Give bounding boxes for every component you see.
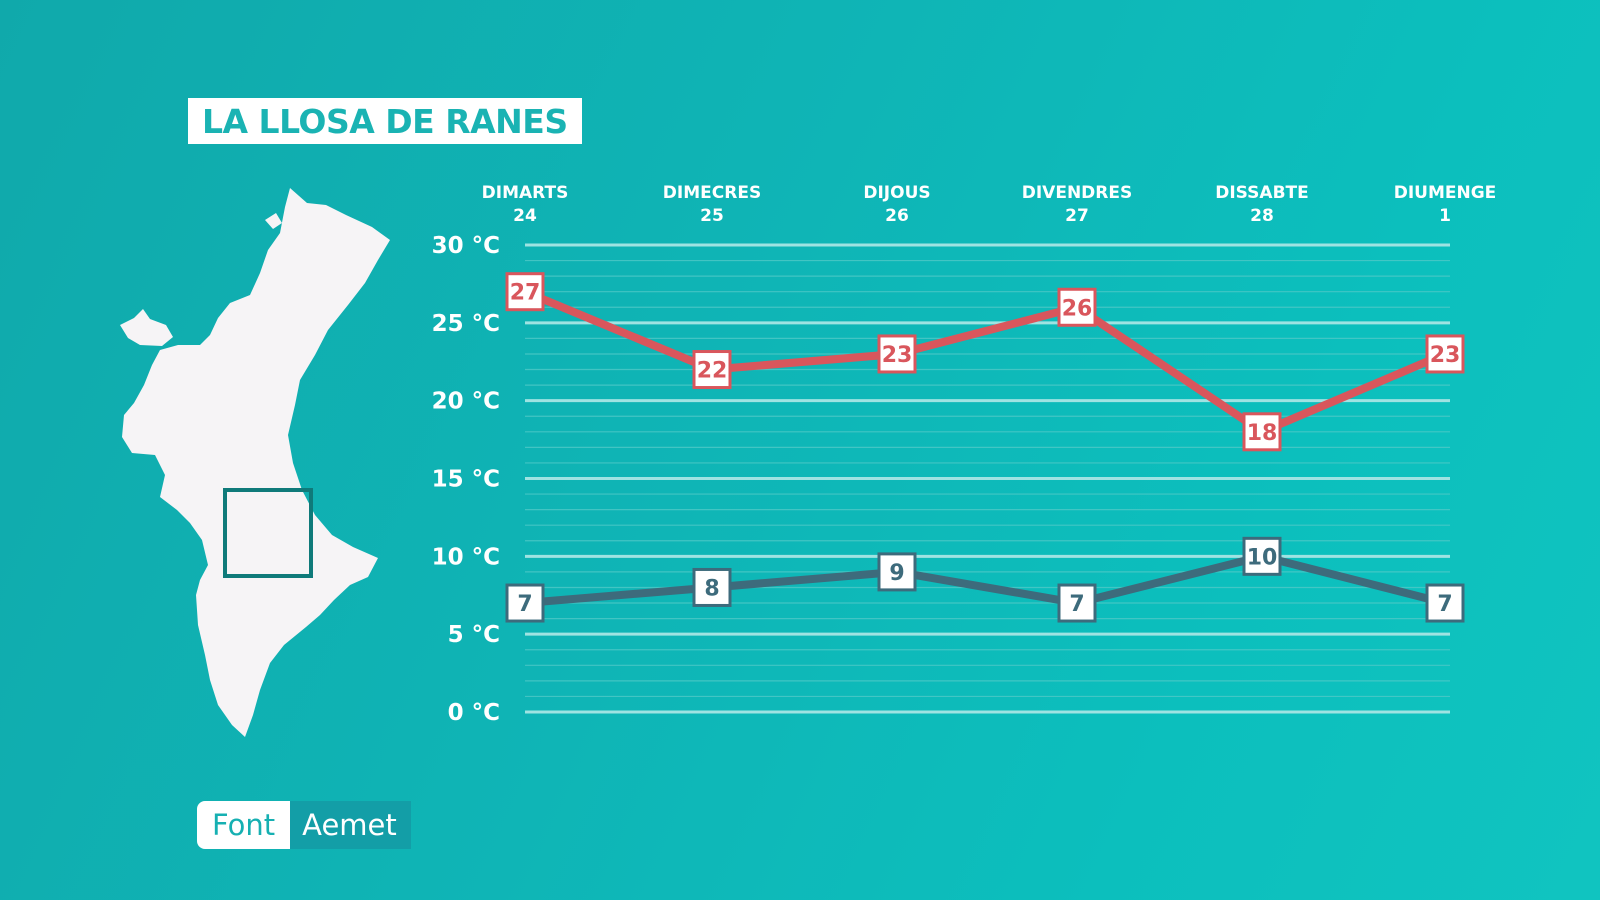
data-label: 18 bbox=[1247, 421, 1278, 446]
y-tick-label: 25 °C bbox=[432, 311, 500, 337]
location-title: LA LLOSA DE RANES bbox=[202, 101, 568, 141]
data-label: 8 bbox=[704, 576, 719, 601]
source-value: Aemet bbox=[290, 801, 411, 849]
data-point-box bbox=[1057, 287, 1097, 327]
location-marker bbox=[223, 488, 313, 578]
x-date-label: 27 bbox=[1065, 206, 1089, 226]
data-point-box bbox=[1242, 412, 1282, 452]
x-date-label: 26 bbox=[885, 206, 909, 226]
data-point-box bbox=[692, 567, 732, 607]
data-point-box bbox=[877, 552, 917, 592]
x-day-label: DIMARTS bbox=[482, 183, 569, 203]
data-label: 7 bbox=[1069, 592, 1084, 617]
data-point-box bbox=[1425, 334, 1465, 374]
series-line-1 bbox=[521, 287, 1449, 436]
data-label: 23 bbox=[1430, 343, 1461, 368]
data-label: 7 bbox=[1437, 592, 1452, 617]
y-tick-label: 5 °C bbox=[448, 622, 500, 648]
data-label: 23 bbox=[882, 343, 913, 368]
x-date-label: 28 bbox=[1250, 206, 1274, 226]
data-point-box bbox=[1242, 536, 1282, 576]
data-label: 26 bbox=[1062, 296, 1093, 321]
region-map-shape bbox=[122, 188, 390, 737]
data-point-box bbox=[1057, 583, 1097, 623]
x-date-label: 25 bbox=[700, 206, 724, 226]
x-day-label: DIMECRES bbox=[663, 183, 761, 203]
data-point-box bbox=[1425, 583, 1465, 623]
data-point-box bbox=[692, 350, 732, 390]
region-map-islet bbox=[120, 309, 173, 346]
y-tick-label: 20 °C bbox=[432, 389, 500, 415]
y-tick-label: 10 °C bbox=[432, 544, 500, 570]
y-tick-label: 30 °C bbox=[432, 233, 500, 259]
data-label: 9 bbox=[889, 561, 904, 586]
x-day-label: DIJOUS bbox=[863, 183, 930, 203]
x-day-label: DIVENDRES bbox=[1022, 183, 1133, 203]
series-lines bbox=[521, 287, 1449, 608]
y-tick-label: 15 °C bbox=[432, 467, 500, 493]
data-label: 22 bbox=[697, 359, 728, 384]
x-date-label: 1 bbox=[1439, 206, 1451, 226]
region-map-islet-small bbox=[265, 213, 282, 229]
x-day-label: DISSABTE bbox=[1215, 183, 1308, 203]
y-axis-ticks: 0 °C 5 °C 10 °C 15 °C 20 °C 25 °C 30 °C bbox=[432, 233, 500, 726]
data-label: 10 bbox=[1247, 545, 1278, 570]
major-grid bbox=[525, 243, 1450, 714]
x-axis-labels: DIMARTS 24 DIMECRES 25 DIJOUS 26 DIVENDRES 27 DI… bbox=[482, 183, 1497, 226]
data-point-box bbox=[505, 272, 545, 312]
valencian-community-map-icon bbox=[120, 188, 390, 737]
data-label: 7 bbox=[517, 592, 532, 617]
source-badge: Font Aemet bbox=[197, 801, 411, 849]
data-point-box bbox=[505, 583, 545, 623]
x-day-label: DIUMENGE bbox=[1394, 183, 1497, 203]
x-date-label: 24 bbox=[513, 206, 537, 226]
data-point-box bbox=[877, 334, 917, 374]
data-labels: 27 22 23 26 18 23 7 8 9 7 10 7 bbox=[505, 272, 1465, 623]
location-title-box: LA LLOSA DE RANES bbox=[188, 98, 582, 144]
source-label: Font bbox=[197, 801, 291, 849]
y-tick-label: 0 °C bbox=[448, 700, 500, 726]
series-line-2 bbox=[521, 552, 1449, 608]
data-label: 27 bbox=[510, 281, 541, 306]
